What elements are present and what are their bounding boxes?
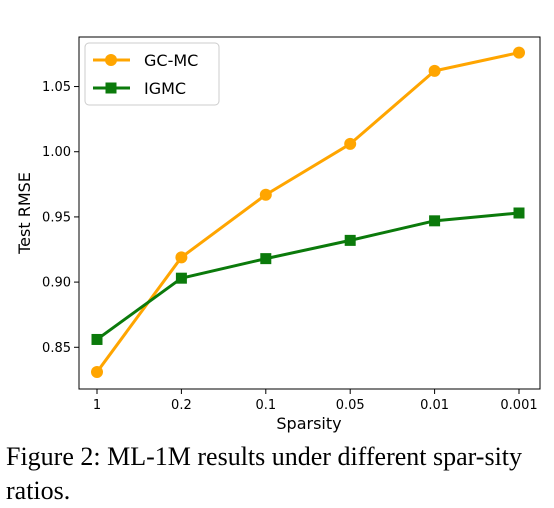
x-axis: 1 0.2 0.1 0.05 0.01 0.001: [93, 389, 538, 413]
y-tick-label: 0.85: [42, 341, 71, 356]
series-layer: [91, 46, 525, 379]
y-tick-label: 0.90: [42, 276, 71, 291]
data-point-gc-mc: [428, 64, 441, 77]
y-tick-label: 0.95: [42, 210, 71, 225]
data-point-igmc: [91, 333, 103, 345]
x-tick-label: 0.05: [336, 398, 365, 413]
data-point-gc-mc: [91, 366, 103, 379]
data-point-igmc: [344, 234, 356, 246]
x-tick-label: 0.1: [255, 398, 276, 413]
legend-marker-igmc: [105, 82, 117, 94]
data-point-gc-mc: [513, 46, 525, 59]
data-point-igmc: [175, 272, 187, 284]
legend: GC-MC IGMC: [84, 42, 220, 106]
legend-marker-gc-mc: [105, 54, 117, 66]
data-point-gc-mc: [344, 137, 357, 150]
x-axis-label: Sparsity: [276, 414, 341, 433]
data-point-igmc: [260, 253, 272, 265]
x-tick-label: 0.2: [171, 398, 192, 413]
y-tick-label: 1.05: [42, 80, 71, 95]
x-tick-label: 0.01: [420, 398, 449, 413]
data-point-gc-mc: [175, 251, 188, 264]
series-line-gc-mc: [95, 51, 520, 373]
data-point-igmc: [429, 215, 441, 227]
y-tick-label: 1.00: [42, 145, 71, 160]
x-tick-label: 1: [93, 398, 101, 413]
data-point-igmc: [513, 207, 525, 219]
data-point-gc-mc: [259, 188, 272, 201]
line-chart: 0.85 0.90 0.95 1.00 1.05 1 0.2 0.1 0.05 0.01 0.00…: [15, 36, 541, 433]
legend-label-gc-mc: GC-MC: [144, 51, 198, 70]
series-line-igmc: [96, 211, 520, 341]
y-axis-label: Test RMSE: [15, 172, 34, 255]
plot-frame: [78, 36, 541, 390]
x-tick-label: 0.001: [500, 398, 537, 413]
y-axis: 0.85 0.90 0.95 1.00 1.05: [42, 80, 79, 356]
figure-caption: Figure 2: ML-1M results under different …: [6, 442, 523, 505]
legend-label-igmc: IGMC: [144, 79, 186, 98]
